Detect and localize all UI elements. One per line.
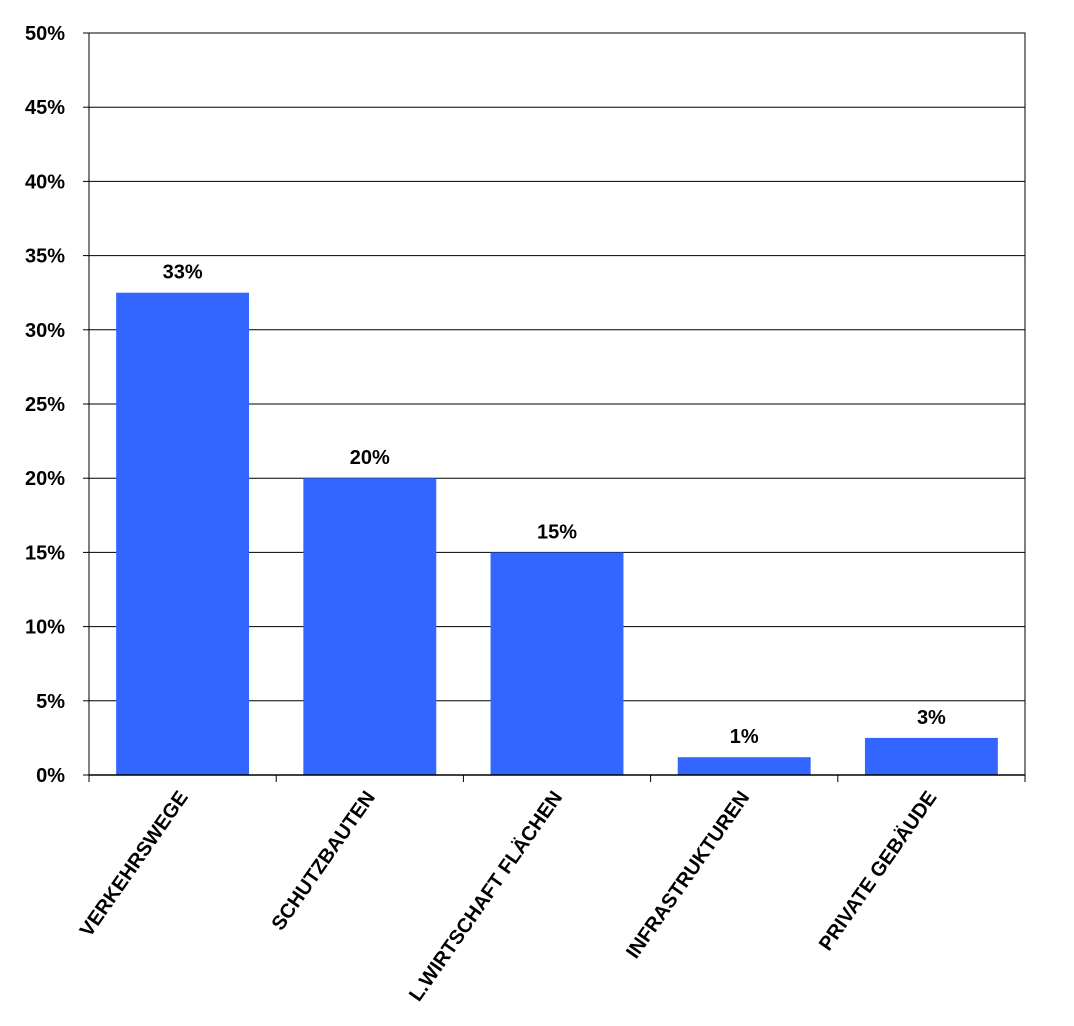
y-tick-label: 45%	[25, 97, 65, 119]
bar	[490, 552, 624, 775]
bar	[303, 478, 437, 775]
bar	[116, 292, 250, 775]
x-tick-label: PRIVATE GEBÄUDE	[814, 787, 941, 955]
y-tick-label: 10%	[25, 617, 65, 639]
y-tick-label: 15%	[25, 542, 65, 564]
bar	[864, 737, 998, 775]
y-tick-label: 25%	[25, 394, 65, 416]
y-tick-label: 0%	[36, 765, 65, 787]
bar	[677, 757, 811, 775]
value-label: 3%	[917, 707, 946, 729]
value-label: 1%	[730, 726, 759, 748]
x-tick-label: L.WIRTSCHAFT FLÄCHEN	[404, 787, 567, 1006]
y-tick-label: 5%	[36, 691, 65, 713]
x-tick-label: VERKEHRSWEGE	[76, 787, 193, 941]
value-label: 15%	[537, 521, 577, 543]
y-tick-label: 20%	[25, 468, 65, 490]
y-tick-label: 30%	[25, 320, 65, 342]
value-label: 20%	[350, 447, 390, 469]
y-tick-label: 50%	[25, 23, 65, 45]
x-tick-label: INFRASTRUKTUREN	[622, 787, 754, 963]
value-label: 33%	[163, 262, 203, 284]
y-tick-label: 40%	[25, 171, 65, 193]
y-tick-label: 35%	[25, 246, 65, 268]
x-tick-label: SCHUTZBAUTEN	[268, 787, 380, 934]
